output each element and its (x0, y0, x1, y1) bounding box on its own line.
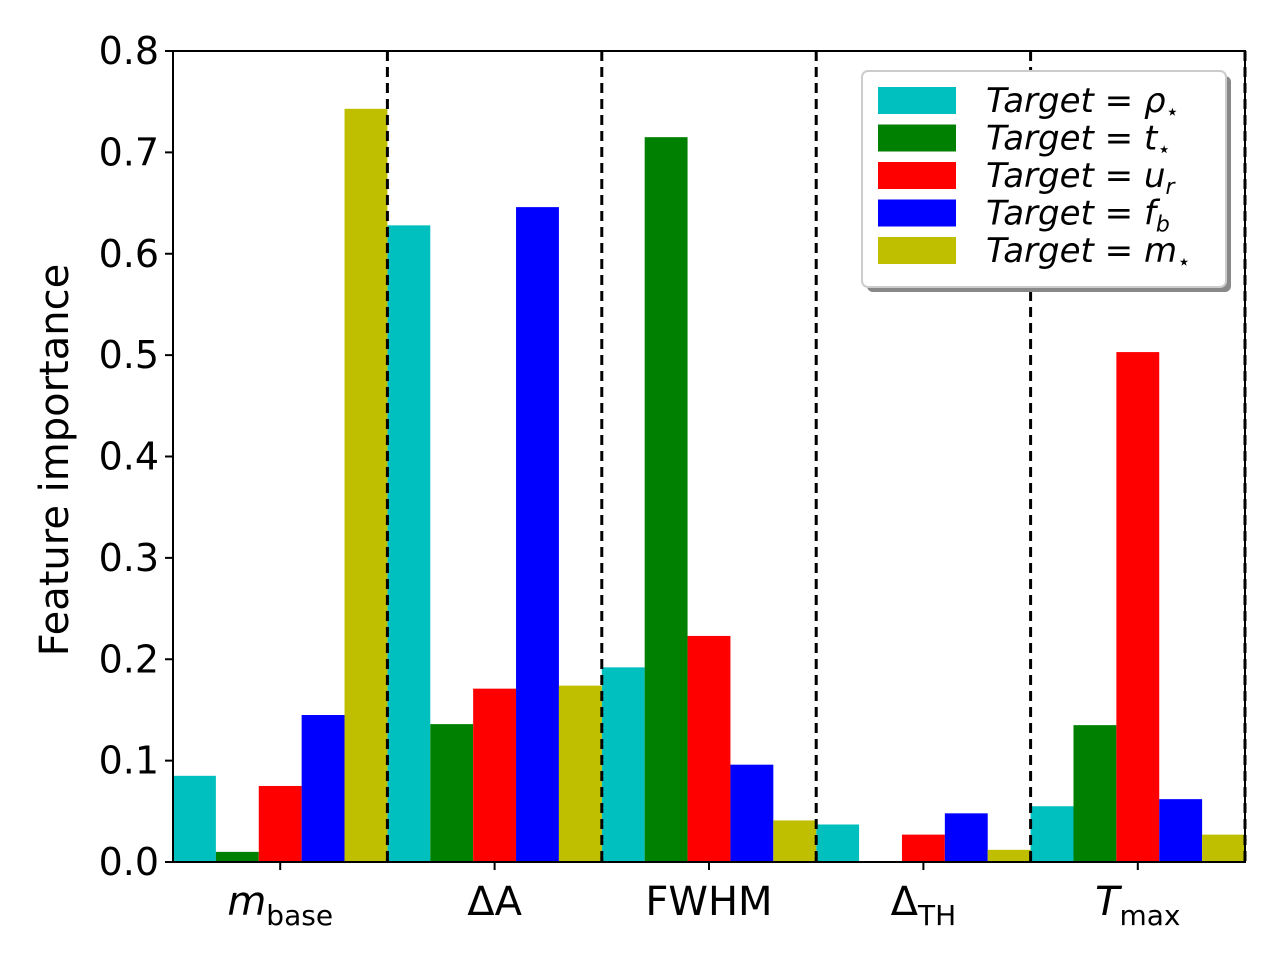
y-axis-title: Feature importance (32, 264, 78, 656)
bar-1-2 (387, 225, 431, 863)
y-tick-label: 0.2 (99, 637, 159, 681)
bar-3-5 (1116, 352, 1160, 862)
y-tick-label: 0.7 (99, 130, 159, 174)
y-tick-label: 0.3 (99, 536, 159, 580)
bar-2-5 (1073, 725, 1117, 862)
y-tick-label: 0.5 (99, 333, 159, 377)
bar-5-4 (987, 849, 1031, 862)
legend-label: Target = ρ⋆ (986, 81, 1179, 125)
bar-2-3 (644, 137, 688, 862)
bar-1-1 (173, 775, 216, 862)
bar-1-5 (1030, 806, 1074, 862)
x-category-label: ΔA (467, 879, 522, 925)
bar-5-3 (773, 820, 817, 862)
bar-5-1 (344, 108, 388, 862)
bar-4-3 (730, 764, 774, 862)
legend-swatch (878, 199, 956, 227)
bar-5-2 (558, 685, 602, 862)
bar-4-4 (944, 813, 988, 862)
bar-4-5 (1159, 799, 1203, 862)
legend-label: Target = fb (986, 194, 1170, 238)
y-tick-label: 0.1 (99, 739, 159, 783)
bar-3-2 (473, 688, 517, 862)
y-tick-label: 0.8 (99, 29, 159, 73)
legend-swatch (878, 87, 956, 114)
bar-3-1 (258, 785, 302, 862)
bar-1-3 (601, 667, 645, 862)
x-axis: mbase ΔA FWHM ΔTH Tmax (227, 862, 1181, 932)
bar-2-2 (430, 724, 474, 862)
y-axis: 0.0 0.1 0.2 0.3 0.4 0.5 0.6 0.7 0.8 (99, 29, 173, 884)
bar-1-4 (816, 824, 860, 862)
y-tick-label: 0.0 (99, 840, 159, 884)
legend: Target = ρ⋆Target = t⋆Target = urTarget … (861, 70, 1231, 292)
legend-swatch (878, 124, 956, 152)
bar-5-5 (1202, 834, 1245, 862)
bar-4-1 (301, 715, 345, 862)
legend-label: Target = t⋆ (986, 119, 1171, 163)
legend-swatch (878, 237, 956, 264)
bar-4-2 (516, 207, 559, 862)
bar-3-4 (901, 834, 945, 862)
bar-3-3 (687, 635, 731, 862)
legend-label: Target = m⋆ (986, 231, 1191, 275)
y-tick-label: 0.4 (99, 435, 159, 479)
x-category-label: FWHM (645, 879, 772, 925)
y-tick-label: 0.6 (99, 232, 159, 276)
x-category-label: ΔTH (891, 879, 957, 932)
x-category-label: Tmax (1095, 879, 1180, 932)
bars-layer (173, 108, 1245, 863)
legend-swatch (878, 162, 956, 189)
x-category-label: mbase (227, 879, 333, 932)
bar-2-1 (215, 851, 259, 862)
legend-label: Target = ur (986, 156, 1177, 200)
